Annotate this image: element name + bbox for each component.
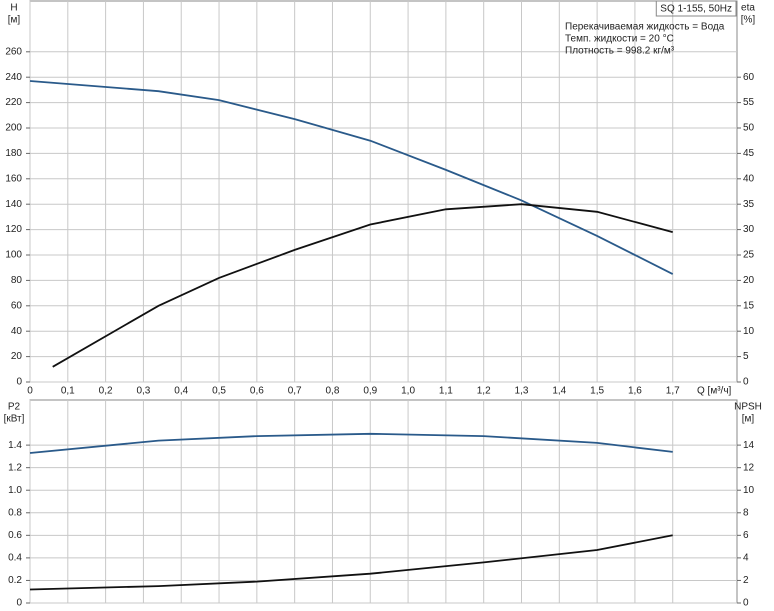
title-box — [655, 0, 737, 17]
y2-tick-label: 20 — [743, 275, 755, 286]
y-tick-label: 20 — [11, 351, 23, 362]
x-tick-label: 0,8 — [326, 386, 340, 397]
x-tick-label: 0,2 — [99, 386, 113, 397]
y-tick-label: 40 — [11, 326, 23, 337]
annotation: Плотность = 998.2 кг/м³ — [565, 46, 675, 57]
x-tick-label: 0,9 — [363, 386, 377, 397]
y-tick-label: 200 — [5, 123, 22, 134]
x-tick-label: 1,6 — [628, 386, 642, 397]
y2-tick-label: 45 — [743, 148, 755, 159]
y-tick-label: 60 — [11, 300, 23, 311]
x-tick-label: 1,2 — [477, 386, 491, 397]
y-axis-label: P2 — [8, 402, 21, 413]
curve — [29, 80, 674, 275]
x-tick-label: 0,6 — [250, 386, 264, 397]
annotation: Перекачиваемая жидкость = Вода — [565, 22, 725, 33]
y2-tick-label: 5 — [743, 351, 749, 362]
y2-tick-label: 10 — [743, 326, 755, 337]
y2-tick-label: 4 — [743, 553, 749, 564]
y2-tick-label: 6 — [743, 530, 749, 541]
y-tick-label: 220 — [5, 97, 22, 108]
y-tick-label: 0.6 — [8, 530, 22, 541]
y-tick-label: 0.8 — [8, 507, 22, 518]
y-tick-label: 140 — [5, 199, 22, 210]
y-tick-label: 0.2 — [8, 575, 22, 586]
x-tick-label: 0,4 — [174, 386, 188, 397]
y2-tick-label: 35 — [743, 199, 755, 210]
y2-axis-unit: [%] — [741, 15, 756, 26]
x-tick-label: 1,3 — [515, 386, 529, 397]
y2-tick-label: 12 — [743, 462, 755, 473]
x-tick-label: 0,7 — [288, 386, 302, 397]
y-axis-unit: [кВт] — [4, 414, 25, 425]
y2-tick-label: 30 — [743, 224, 755, 235]
y-axis-label: H — [10, 3, 17, 14]
product-title: SQ 1-155, 50Hz — [660, 4, 732, 15]
y2-tick-label: 2 — [743, 575, 749, 586]
y2-tick-label: 8 — [743, 507, 749, 518]
y-tick-label: 100 — [5, 250, 22, 261]
curve — [52, 203, 673, 368]
plot-area — [29, 0, 738, 383]
y2-axis-unit: [м] — [742, 414, 755, 425]
y2-tick-label: 50 — [743, 123, 755, 134]
x-tick-label: 0,1 — [61, 386, 75, 397]
x-tick-label: 0,3 — [136, 386, 150, 397]
x-tick-label: 1,0 — [401, 386, 415, 397]
curve — [29, 534, 673, 591]
y-tick-label: 1.2 — [8, 462, 22, 473]
y2-tick-label: 40 — [743, 173, 755, 184]
curve — [29, 432, 673, 454]
y-tick-label: 1.0 — [8, 485, 22, 496]
y-tick-label: 240 — [5, 72, 22, 83]
x-tick-label: 1,5 — [590, 386, 604, 397]
y2-tick-label: 60 — [743, 72, 755, 83]
y-tick-label: 120 — [5, 224, 22, 235]
x-axis-label: Q [м³/ч] — [697, 386, 732, 397]
x-tick-label: 1,4 — [552, 386, 566, 397]
x-tick-label: 1,7 — [666, 386, 680, 397]
y2-tick-label: 15 — [743, 300, 755, 311]
y-tick-label: 1.4 — [8, 440, 22, 451]
y-tick-label: 0 — [16, 598, 22, 609]
y2-axis-label: NPSH — [734, 402, 762, 413]
y-tick-label: 0.4 — [8, 553, 22, 564]
y2-tick-label: 14 — [743, 440, 755, 451]
y-tick-label: 80 — [11, 275, 23, 286]
y-tick-label: 260 — [5, 46, 22, 57]
y2-tick-label: 25 — [743, 250, 755, 261]
y-axis-unit: [м] — [8, 15, 21, 26]
y2-tick-label: 0 — [743, 598, 749, 609]
x-tick-label: 0 — [27, 386, 33, 397]
x-tick-label: 1,1 — [439, 386, 453, 397]
annotation: Темп. жидкости = 20 °C — [565, 34, 674, 45]
y2-tick-label: 55 — [743, 97, 755, 108]
y2-axis-label: eta — [741, 3, 755, 14]
y2-tick-label: 10 — [743, 485, 755, 496]
y-tick-label: 180 — [5, 148, 22, 159]
y-tick-label: 0 — [16, 377, 22, 388]
y-tick-label: 160 — [5, 173, 22, 184]
y2-tick-label: 0 — [743, 377, 749, 388]
x-tick-label: 0,5 — [212, 386, 226, 397]
